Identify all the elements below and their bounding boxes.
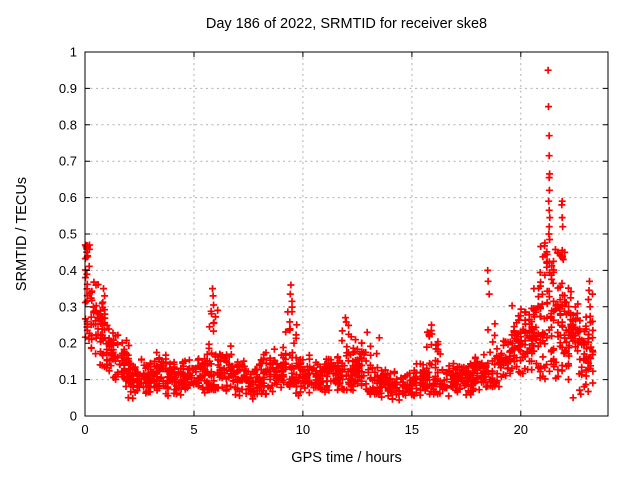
- tick-labels: 0 5 10 15 20 0 0.1 0.2 0.3 0.4 0.5 0.6 0.7 0.8 0.9 1: [59, 45, 528, 438]
- y-tick-label: 0.8: [59, 117, 77, 132]
- chart-title: Day 186 of 2022, SRMTID for receiver ske…: [205, 16, 488, 32]
- y-tick-label: 0.4: [59, 263, 77, 278]
- x-tick-label: 5: [190, 422, 197, 437]
- x-tick-label: 0: [81, 422, 88, 437]
- x-tick-label: 15: [405, 422, 419, 437]
- x-axis-title: GPS time / hours: [291, 450, 402, 466]
- y-axis-title: SRMTID / TECUs: [14, 176, 30, 292]
- x-tick-label: 10: [296, 422, 310, 437]
- y-tick-label: 0.6: [59, 190, 77, 205]
- y-tick-label: 0: [70, 409, 77, 424]
- y-tick-label: 0.2: [59, 336, 77, 351]
- scatter-points: [81, 66, 597, 404]
- y-tick-label: 0.9: [59, 81, 77, 96]
- y-tick-label: 0.5: [59, 227, 77, 242]
- grid-lines: [85, 52, 608, 416]
- plot-frame: [84, 51, 609, 417]
- x-tick-label: 20: [514, 422, 528, 437]
- y-tick-label: 1: [70, 45, 77, 60]
- y-tick-label: 0.7: [59, 154, 77, 169]
- y-tick-label: 0.3: [59, 299, 77, 314]
- y-tick-label: 0.1: [59, 372, 77, 387]
